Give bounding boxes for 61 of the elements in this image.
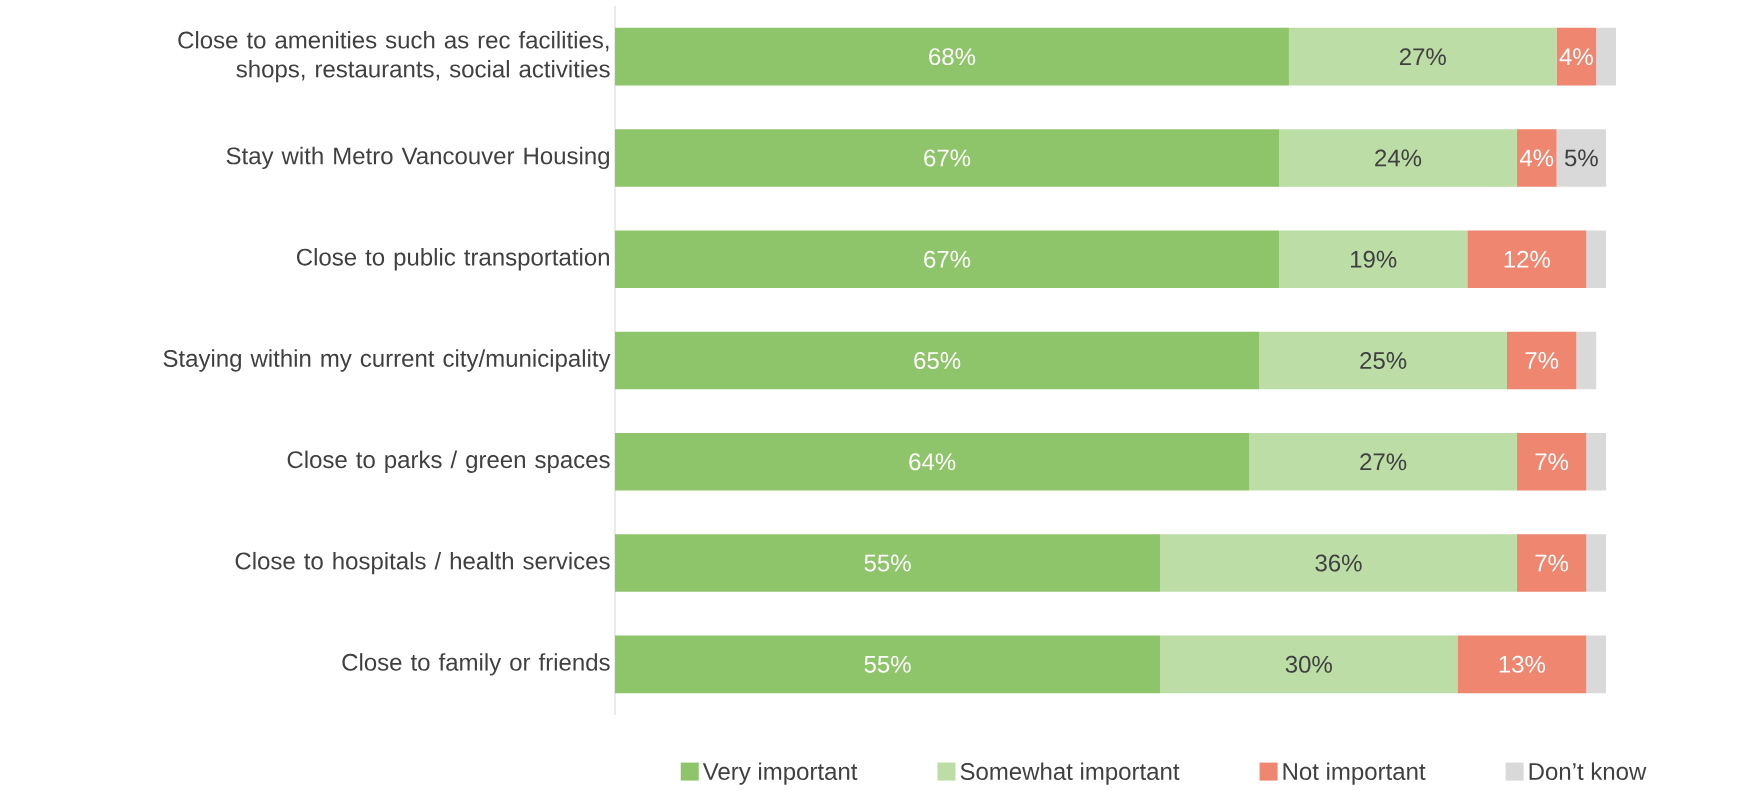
data-label: 24%	[1375, 149, 1422, 167]
data-label: 25%	[1360, 352, 1407, 370]
data-label: 12%	[1504, 250, 1550, 268]
bar	[1249, 433, 1517, 491]
bar	[1586, 534, 1607, 592]
bar	[1259, 331, 1507, 390]
data-label: 13%	[1499, 655, 1546, 673]
data-label: 30%	[1285, 655, 1332, 673]
bar	[615, 635, 1161, 694]
bar	[1506, 331, 1577, 390]
y-tick-label: Close to hospitals / health services	[235, 552, 610, 575]
data-label: 7%	[1535, 554, 1569, 572]
bar	[1586, 635, 1607, 694]
data-label: 67%	[924, 149, 971, 167]
data-label: 4%	[1559, 48, 1593, 66]
data-label: 55%	[864, 554, 911, 572]
legend-label: Very important	[702, 762, 858, 785]
legend-label: Not important	[1283, 762, 1426, 785]
data-label: 19%	[1351, 250, 1397, 268]
data-label: 68%	[929, 48, 976, 66]
data-label: 27%	[1399, 48, 1446, 66]
bar	[1586, 230, 1607, 289]
bar	[1160, 635, 1458, 694]
bar	[615, 230, 1280, 289]
data-label: 36%	[1315, 554, 1362, 572]
data-label: 65%	[914, 352, 961, 370]
y-tick-label: Close to amenities such as rec facilities, shops, restaurants, social activities	[178, 31, 610, 83]
legend-label: Somewhat important	[960, 762, 1180, 785]
y-tick-label: Close to public transportation	[296, 248, 609, 271]
bar	[1586, 433, 1607, 491]
data-label: 67%	[924, 250, 971, 268]
y-tick-label: Staying within my current city/municipality	[163, 349, 611, 372]
bar	[615, 534, 1161, 592]
bar	[1576, 331, 1597, 390]
bar	[1556, 129, 1607, 187]
bar	[1467, 230, 1587, 289]
data-label: 5%	[1564, 149, 1598, 167]
bar	[615, 331, 1260, 390]
bar	[1516, 534, 1587, 592]
bar	[1516, 433, 1587, 491]
bar	[615, 27, 1289, 86]
data-label: 7%	[1535, 453, 1569, 471]
bar	[615, 433, 1250, 491]
bar	[1160, 534, 1517, 592]
bar	[1516, 129, 1557, 187]
bar	[1279, 129, 1517, 187]
bar	[1556, 27, 1597, 86]
data-label: 4%	[1519, 149, 1554, 167]
y-tick-label: Close to parks / green spaces	[287, 450, 610, 474]
bar	[1457, 635, 1587, 694]
data-label: 64%	[909, 453, 956, 471]
bar	[1596, 27, 1617, 86]
bar	[1288, 27, 1557, 86]
y-tick-label: Stay with Metro Vancouver Housing	[226, 146, 609, 170]
bar	[615, 129, 1280, 187]
data-label: 27%	[1360, 453, 1407, 471]
data-label: 55%	[864, 656, 911, 673]
legend-label: Don’t know	[1529, 762, 1647, 781]
y-tick-label: Close to family or friends	[342, 653, 610, 676]
bar	[1279, 230, 1468, 289]
data-label: 7%	[1525, 352, 1559, 369]
